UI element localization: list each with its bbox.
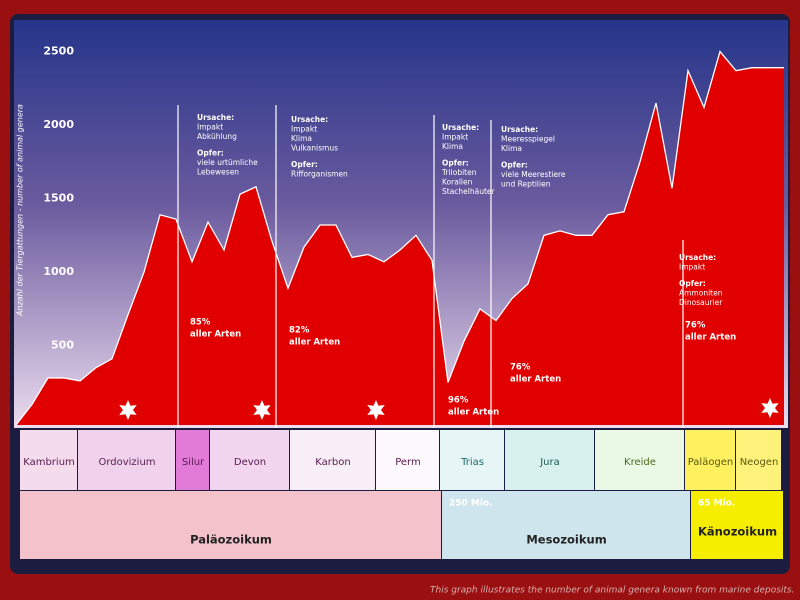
percent-label: aller Arten: [190, 330, 241, 340]
era-label: Mesozoikum: [526, 533, 606, 547]
period-band: [20, 430, 77, 490]
area: [16, 51, 784, 425]
cause-label: Ursache:: [501, 125, 538, 134]
y-axis-label: Anzahl der Tiergattungen - number of ani…: [16, 104, 25, 317]
victim: viele Meerestiere: [501, 170, 566, 179]
period-label: Neogen: [740, 457, 779, 468]
percent-label: aller Arten: [448, 408, 499, 418]
cause: Meeresspiegel: [501, 135, 555, 144]
victim: Stachelhäuter: [442, 187, 496, 196]
cause: Vulkanismus: [291, 144, 338, 153]
cause-label: Ursache:: [442, 123, 479, 132]
victim: Ammoniten: [679, 289, 723, 298]
cause: Impakt: [679, 263, 705, 272]
star: [119, 400, 137, 420]
period-label: Trias: [460, 457, 484, 468]
star: [761, 398, 779, 418]
separators: [177, 105, 684, 428]
period-band: [176, 430, 209, 490]
y-tick-label: 500: [51, 338, 74, 351]
era-band: [691, 491, 783, 559]
victim: und Reptilien: [501, 180, 551, 189]
period-label: Perm: [395, 457, 421, 468]
cause: Klima: [442, 142, 463, 151]
percent-label: aller Arten: [685, 333, 736, 343]
victim: Rifforganismen: [291, 170, 348, 179]
y-tick-label: 2500: [43, 44, 74, 57]
percent: 76%: [510, 363, 531, 373]
victims-label: Opfer:: [291, 160, 318, 169]
period-band: [595, 430, 684, 490]
star: [367, 400, 385, 420]
era-label: Känozoikum: [698, 525, 777, 539]
y-tick-label: 2000: [43, 118, 74, 131]
era-age: 250 Mio.: [449, 499, 493, 509]
cause-label: Ursache:: [679, 253, 716, 262]
plot: Kambrium Ordovizium Silur Devon Karbon Perm Tr…: [15, 50, 784, 559]
period-band: [290, 430, 375, 490]
cause-label: Ursache:: [291, 115, 328, 124]
period-label: Kreide: [624, 457, 656, 468]
victim: Dinosaurier: [679, 298, 723, 307]
percent-label: aller Arten: [510, 375, 561, 385]
percent: 82%: [289, 326, 310, 336]
y-tick-label: 1500: [43, 191, 74, 204]
victim: viele urtümliche: [197, 158, 258, 167]
period-label: Silur: [182, 457, 205, 468]
period-label: Ordovizium: [98, 457, 155, 468]
percent: 76%: [685, 321, 706, 331]
cause: Impakt: [442, 133, 468, 142]
star: [253, 400, 271, 420]
period-label: Jura: [539, 457, 560, 468]
cause: Klima: [291, 134, 312, 143]
victim: Lebewesen: [197, 168, 239, 177]
percent: 85%: [190, 318, 211, 328]
period-band: [685, 430, 735, 490]
era-age: 65 Mio.: [698, 499, 735, 509]
percent-label: aller Arten: [289, 338, 340, 348]
period-label: Kambrium: [23, 457, 75, 468]
period-label: Paläogen: [688, 457, 734, 468]
period-label: Karbon: [315, 457, 350, 468]
caption: This graph illustrates the number of ani…: [430, 586, 794, 596]
era-band: [20, 491, 441, 559]
labels: Anzahl der Tiergattungen - number of ani…: [16, 44, 795, 595]
cause: Impakt: [197, 123, 223, 132]
period-band: [505, 430, 594, 490]
cause-label: Ursache:: [197, 113, 234, 122]
period-label: Devon: [234, 457, 266, 468]
cause: Klima: [501, 144, 522, 153]
cause: Impakt: [291, 125, 317, 134]
period-band: [376, 430, 439, 490]
era-band: [442, 491, 690, 559]
victims-label: Opfer:: [442, 159, 469, 168]
area-outline: [15, 50, 784, 426]
victims-label: Opfer:: [679, 279, 706, 288]
y-tick-label: 1000: [43, 265, 74, 278]
victims-label: Opfer:: [197, 149, 224, 158]
victim: Korallen: [442, 178, 473, 187]
period-band: [78, 430, 175, 490]
period-band: [210, 430, 289, 490]
era-label: Paläozoikum: [190, 533, 272, 547]
stars: [119, 398, 779, 420]
victim: Trilobiten: [441, 168, 477, 177]
percent: 96%: [448, 396, 469, 406]
victims-label: Opfer:: [501, 161, 528, 170]
cause: Abkühlung: [197, 132, 237, 141]
period-band: [440, 430, 504, 490]
period-band: [736, 430, 781, 490]
